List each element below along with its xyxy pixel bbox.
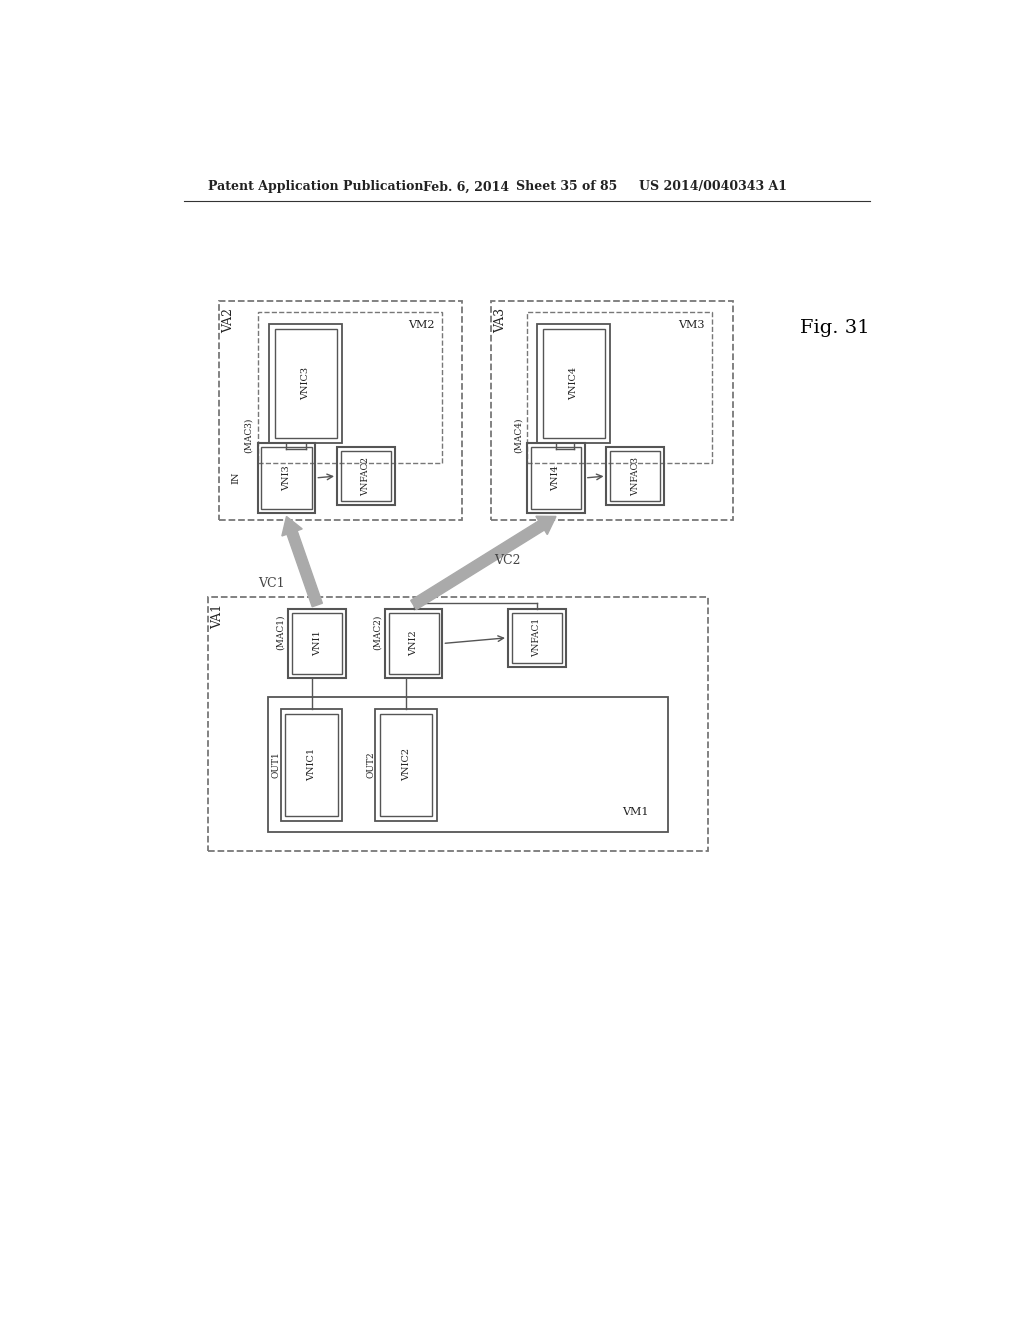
Text: Sheet 35 of 85: Sheet 35 of 85	[515, 181, 616, 194]
Text: (MAC1): (MAC1)	[276, 614, 286, 649]
Bar	[512, 612, 562, 663]
Text: Fig. 31: Fig. 31	[801, 319, 870, 337]
Bar	[292, 612, 342, 675]
Bar	[527, 313, 712, 462]
Text: IN: IN	[231, 471, 241, 484]
Bar	[606, 447, 665, 506]
Text: VNIC3: VNIC3	[301, 367, 310, 400]
Text: VA2: VA2	[222, 308, 236, 333]
Text: VNI3: VNI3	[282, 465, 291, 491]
Bar	[219, 301, 462, 520]
Text: VC2: VC2	[495, 554, 521, 568]
Bar	[258, 444, 315, 512]
Bar	[261, 447, 311, 508]
Text: US 2014/0040343 A1: US 2014/0040343 A1	[639, 181, 786, 194]
Text: VM3: VM3	[678, 321, 705, 330]
Text: VNIC4: VNIC4	[569, 367, 579, 400]
Text: VNFAC2: VNFAC2	[361, 457, 371, 495]
Bar	[388, 612, 438, 675]
Text: VM1: VM1	[623, 807, 649, 817]
Bar	[610, 451, 660, 502]
Text: VNFAC3: VNFAC3	[631, 457, 640, 495]
Text: VNIC2: VNIC2	[401, 748, 411, 781]
Bar	[376, 709, 437, 821]
Bar	[341, 451, 391, 502]
Polygon shape	[282, 516, 323, 607]
Text: VNI4: VNI4	[552, 465, 560, 491]
Text: (MAC3): (MAC3)	[244, 418, 253, 453]
Text: (MAC4): (MAC4)	[513, 418, 522, 453]
Bar	[508, 609, 565, 667]
Text: Feb. 6, 2014: Feb. 6, 2014	[423, 181, 509, 194]
Text: VNIC1: VNIC1	[307, 748, 316, 781]
Text: (MAC2): (MAC2)	[373, 614, 382, 649]
Bar	[543, 330, 605, 438]
Bar	[527, 444, 585, 512]
Text: VNFAC1: VNFAC1	[532, 618, 542, 657]
Polygon shape	[411, 516, 556, 610]
Bar	[380, 714, 432, 816]
Text: VM2: VM2	[409, 321, 435, 330]
Bar	[490, 301, 733, 520]
Bar	[385, 609, 442, 678]
Bar	[274, 330, 337, 438]
Bar	[258, 313, 442, 462]
Text: OUT2: OUT2	[367, 751, 376, 777]
Text: VA1: VA1	[211, 605, 224, 630]
Bar	[208, 597, 708, 851]
Text: VA3: VA3	[495, 308, 508, 333]
Bar	[286, 714, 338, 816]
Bar	[337, 447, 394, 506]
Text: VNI1: VNI1	[312, 631, 322, 656]
Bar	[281, 709, 342, 821]
Text: OUT1: OUT1	[271, 751, 281, 779]
Bar	[267, 697, 668, 832]
Text: VNI2: VNI2	[409, 631, 418, 656]
Bar	[531, 447, 581, 508]
Text: Patent Application Publication: Patent Application Publication	[208, 181, 423, 194]
Bar	[538, 323, 610, 444]
Bar	[289, 609, 346, 678]
Text: VC1: VC1	[258, 577, 285, 590]
Bar	[269, 323, 342, 444]
